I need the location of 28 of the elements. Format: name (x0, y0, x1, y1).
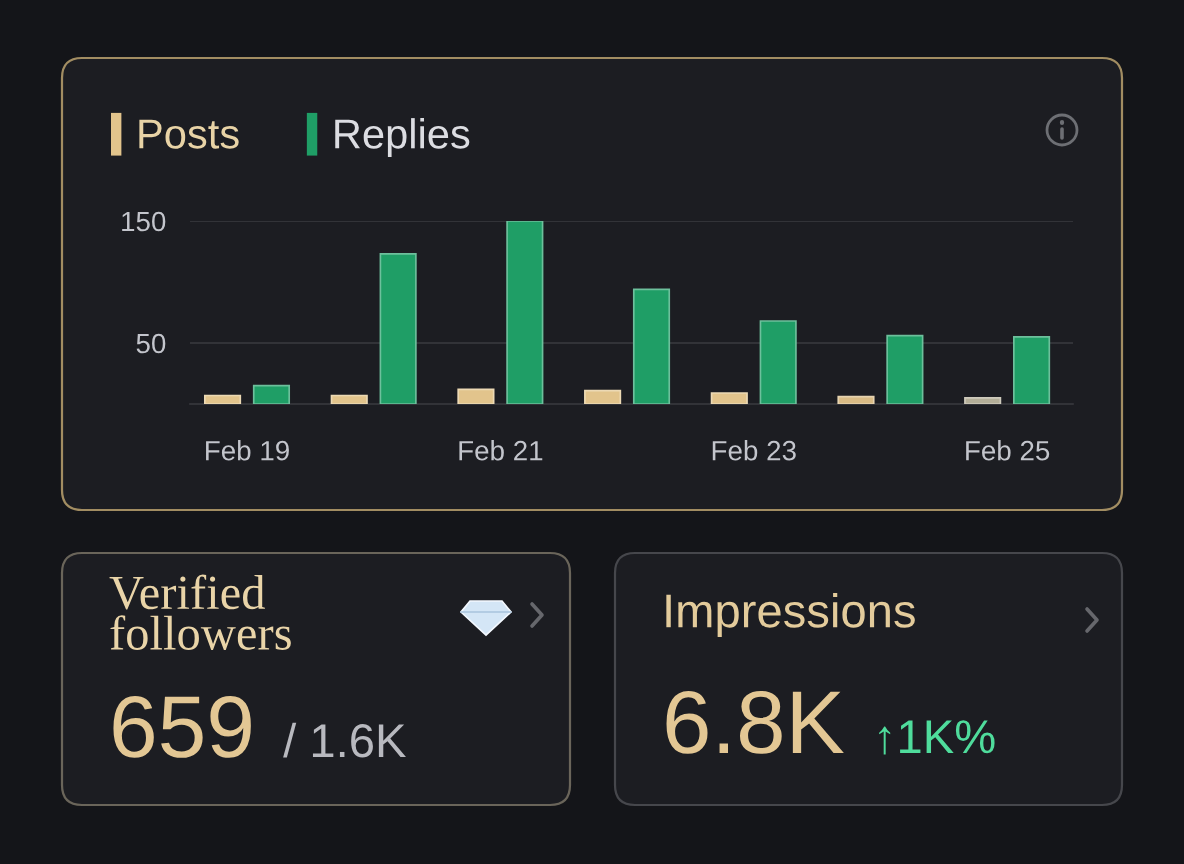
bar (457, 388, 495, 404)
text: / 1.6K (283, 722, 406, 758)
bar (252, 384, 291, 404)
bar (506, 221, 544, 404)
bar (330, 394, 368, 404)
text: ↑1K% (879, 720, 995, 755)
text: Impressions (666, 593, 915, 638)
legend-label: Posts (139, 119, 239, 149)
x-tick-label: Feb 25 (966, 440, 1050, 461)
legend-label: Replies (335, 118, 470, 157)
y-tick-label: 150 (122, 211, 166, 232)
bar (203, 394, 242, 404)
bar (584, 389, 622, 404)
bar (964, 397, 1002, 404)
text: 659 (113, 695, 251, 758)
x-tick-label: Feb 19 (206, 440, 289, 461)
bar (886, 334, 924, 404)
bar (710, 392, 748, 404)
x-tick-label: Feb 23 (712, 440, 796, 461)
bar (379, 253, 417, 404)
text: 6.8K (666, 690, 844, 754)
x-tick-label: Feb 21 (459, 440, 543, 461)
bar (759, 320, 797, 404)
bar (837, 395, 875, 404)
text: Verified followers (109, 574, 291, 650)
y-tick-label: 50 (136, 333, 166, 354)
bar (1013, 336, 1051, 404)
bar (632, 288, 671, 404)
